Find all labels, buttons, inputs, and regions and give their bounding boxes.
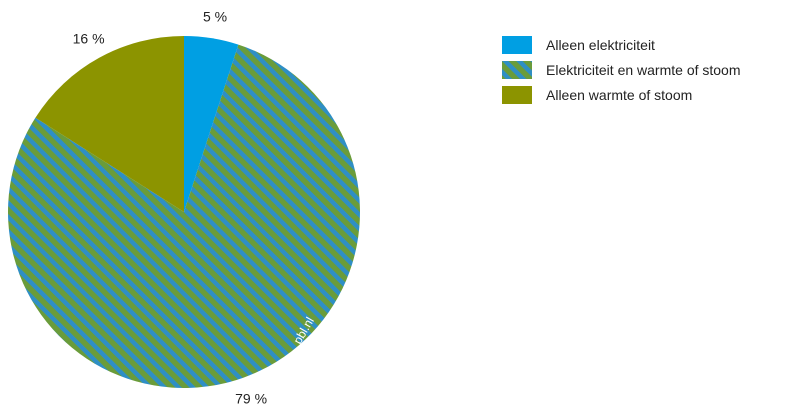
legend: Alleen elektriciteit Elektriciteit en wa… [502, 36, 741, 111]
legend-label: Alleen warmte of stoom [546, 87, 693, 103]
slice-value-label: 79 % [235, 390, 267, 404]
slice-alleen-warmte [35, 36, 185, 212]
legend-item-elektriciteit-en-warmte: Elektriciteit en warmte of stoom [502, 61, 741, 79]
legend-swatch [502, 61, 532, 79]
slice-value-label: 5 % [203, 8, 227, 24]
legend-item-alleen-elektriciteit: Alleen elektriciteit [502, 36, 741, 54]
slice-alleen-elektriciteit [184, 36, 239, 212]
slice-value-label: 16 % [73, 31, 105, 47]
legend-item-alleen-warmte: Alleen warmte of stoom [502, 86, 741, 104]
legend-swatch [502, 36, 532, 54]
legend-label: Elektriciteit en warmte of stoom [546, 62, 741, 78]
legend-swatch [502, 86, 532, 104]
slice-elektriciteit-en-warmte [8, 44, 361, 388]
legend-label: Alleen elektriciteit [546, 37, 655, 53]
